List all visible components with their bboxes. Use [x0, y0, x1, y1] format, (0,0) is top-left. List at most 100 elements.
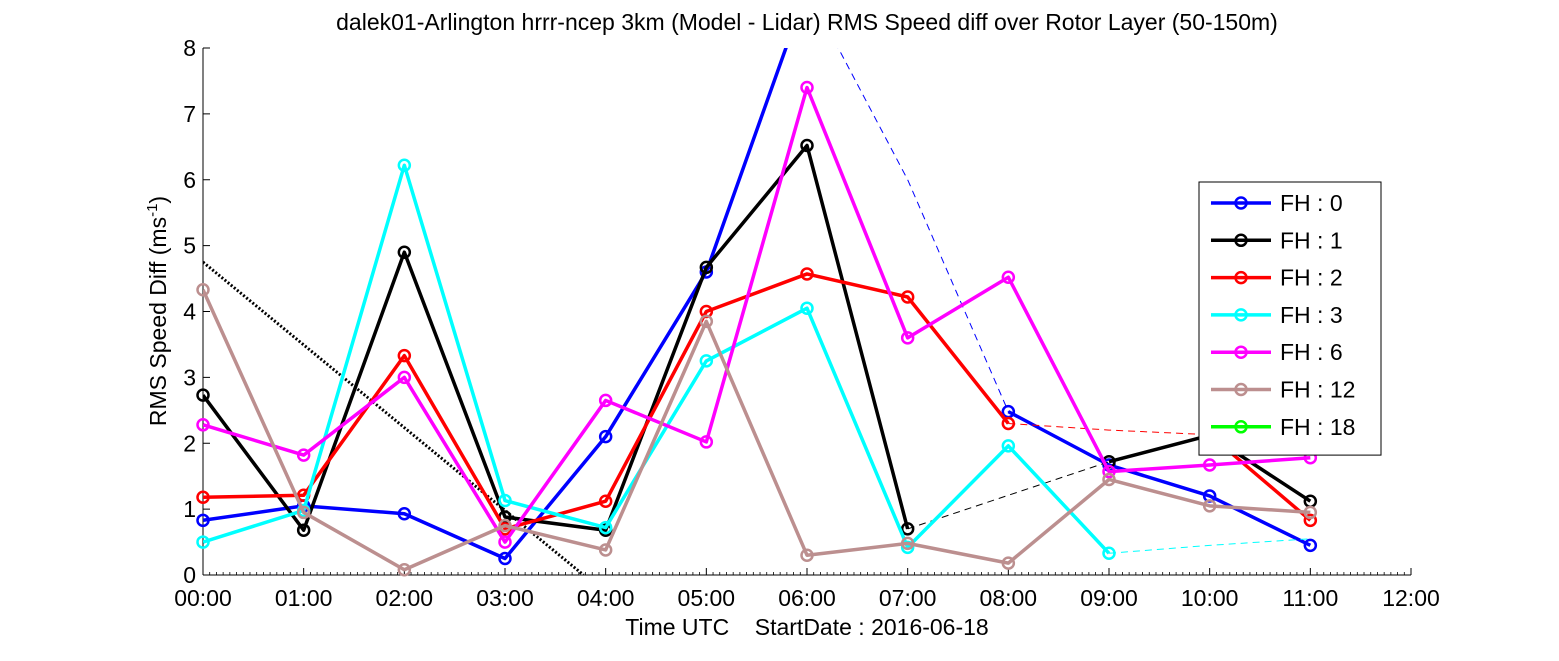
data-point	[498, 518, 512, 533]
legend-swatch-marker	[1234, 270, 1248, 285]
data-point	[196, 513, 210, 528]
data-point	[1001, 270, 1016, 284]
y-axis-title-close: )	[145, 196, 171, 204]
series-gap-dashed-line	[1108, 538, 1311, 554]
data-point	[800, 138, 814, 153]
data-point	[800, 80, 814, 95]
axes: 00:00 01:00 02:00 03:00 04:00 05:00 06:00 07:00…	[174, 35, 1440, 611]
data-point	[1001, 556, 1016, 570]
x-tick-label: 05:00	[678, 585, 736, 611]
legend-item: FH : 12	[1211, 377, 1355, 403]
data-point	[1001, 416, 1016, 431]
legend-swatch-marker	[1234, 345, 1248, 359]
data-point	[699, 354, 714, 368]
data-point	[296, 448, 311, 462]
data-point	[900, 536, 915, 551]
y-tick-label: 0	[183, 562, 196, 588]
y-axis-title: RMS Speed Diff (ms-1)	[144, 196, 171, 426]
data-point	[800, 548, 814, 562]
data-point	[1303, 513, 1318, 528]
data-point	[800, 301, 814, 315]
y-tick-label: 6	[183, 167, 196, 193]
series-lines	[203, 163, 1311, 555]
data-point	[296, 523, 311, 537]
legend-swatch-marker	[1234, 382, 1248, 397]
x-tick-label: 10:00	[1181, 585, 1239, 611]
legend-swatch-marker	[1234, 420, 1248, 434]
legend-label: FH : 18	[1280, 414, 1355, 440]
legend-label: FH : 0	[1280, 190, 1343, 216]
x-tick-label: 08:00	[980, 585, 1038, 611]
legend-swatch-marker	[1234, 233, 1248, 248]
series-lines	[203, 289, 1311, 572]
data-point	[598, 393, 613, 408]
x-tick-label: 01:00	[275, 585, 333, 611]
y-axis-title-sup: -1	[144, 204, 161, 217]
legend-label: FH : 3	[1280, 302, 1343, 328]
series-line	[203, 289, 1311, 572]
legend-item: FH : 6	[1211, 339, 1343, 365]
series-5	[196, 283, 1318, 577]
data-point	[1102, 464, 1116, 479]
series-gap-dashed-line	[837, 48, 1009, 412]
data-point	[1303, 505, 1318, 520]
data-point	[900, 522, 915, 536]
x-tick-label: 03:00	[476, 585, 534, 611]
legend-swatch-marker	[1234, 196, 1248, 210]
data-point	[900, 331, 915, 345]
legend-item: FH : 0	[1211, 190, 1343, 216]
legend-box	[1198, 181, 1382, 456]
legend-item: FH : 18	[1211, 414, 1355, 440]
y-tick-label: 4	[183, 299, 196, 325]
data-point	[397, 158, 412, 173]
data-point	[397, 245, 412, 259]
data-point	[598, 543, 613, 557]
data-point	[699, 314, 714, 329]
data-point	[1102, 546, 1116, 561]
data-point	[397, 370, 412, 385]
data-point	[498, 535, 512, 549]
data-point	[296, 505, 311, 520]
legend-label: FH : 6	[1280, 339, 1343, 365]
y-tick-label: 8	[183, 35, 196, 61]
x-tick-label: 06:00	[778, 585, 836, 611]
legend-swatch-marker	[1234, 308, 1248, 322]
data-point	[1102, 472, 1116, 487]
series-4	[196, 80, 1318, 549]
data-point	[1202, 499, 1217, 513]
y-axis-title-main: RMS Speed Diff (ms	[145, 217, 171, 426]
series-gap-dashed-line	[1008, 422, 1210, 436]
data-point	[900, 290, 915, 304]
x-tick-label: 11:00	[1282, 585, 1338, 611]
x-tick-label: 09:00	[1080, 585, 1138, 611]
series-line	[203, 143, 910, 532]
series-line	[203, 85, 1311, 544]
x-axis-title: Time UTC StartDate : 2016-06-18	[625, 614, 988, 640]
data-point	[498, 493, 512, 508]
series-line	[203, 163, 1111, 555]
data-point	[598, 429, 613, 444]
legend-label: FH : 1	[1280, 227, 1343, 253]
y-tick-label: 3	[183, 364, 196, 390]
x-tick-label: 00:00	[174, 585, 232, 611]
y-tick-label: 5	[183, 233, 196, 259]
y-tick-label: 1	[183, 496, 196, 522]
data-point	[196, 418, 210, 432]
data-point	[196, 490, 210, 505]
data-point	[196, 535, 210, 549]
legend-item: FH : 3	[1211, 302, 1343, 328]
data-point	[598, 494, 613, 508]
data-point	[598, 520, 613, 535]
data-point	[699, 260, 714, 275]
x-tick-label: 07:00	[879, 585, 937, 611]
legend-item: FH : 2	[1211, 265, 1343, 291]
data-point	[397, 506, 412, 521]
data-point	[699, 435, 714, 449]
series-line	[203, 272, 1010, 531]
series-line	[1007, 410, 1312, 547]
data-point	[196, 388, 210, 402]
y-tick-label: 2	[183, 430, 196, 456]
legend: FH : 0 FH : 1 FH : 2 FH : 3 FH : 6 FH : 12 FH …	[1198, 181, 1382, 456]
